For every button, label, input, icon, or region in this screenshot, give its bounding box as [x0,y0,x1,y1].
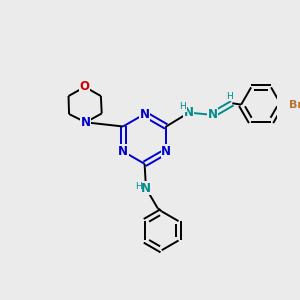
Text: O: O [80,80,90,93]
Text: H: H [179,102,186,111]
Text: Br: Br [289,100,300,110]
Text: N: N [207,108,218,122]
Text: N: N [141,182,151,195]
Text: H: H [226,92,233,101]
Text: N: N [140,107,150,121]
Text: N: N [81,116,91,129]
Text: N: N [184,106,194,119]
Text: N: N [161,145,171,158]
Text: H: H [135,182,142,191]
Text: N: N [118,145,128,158]
